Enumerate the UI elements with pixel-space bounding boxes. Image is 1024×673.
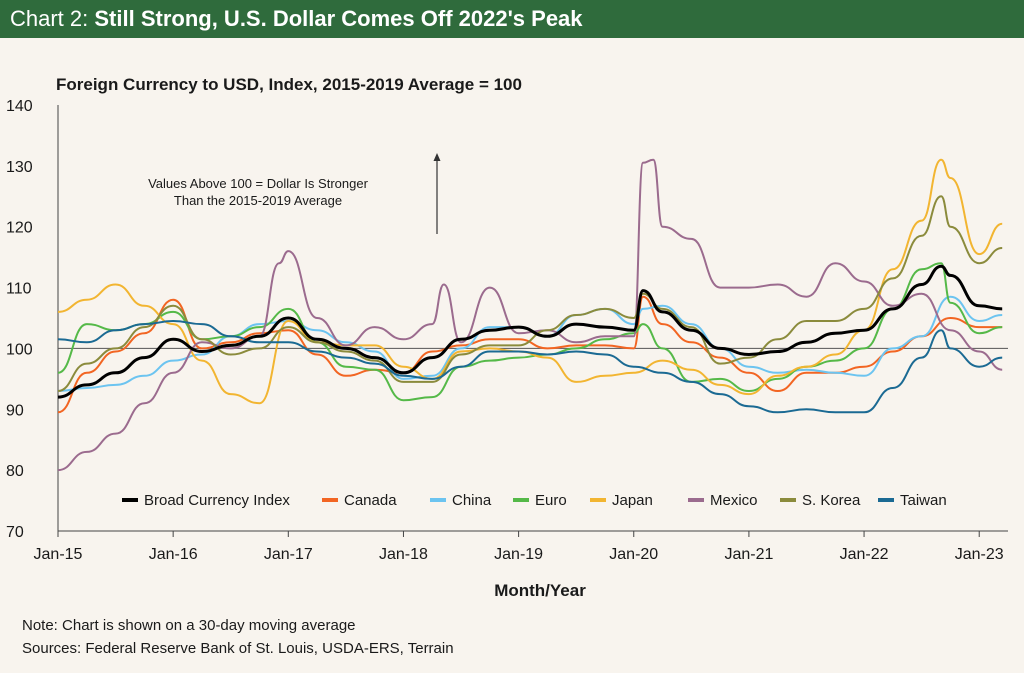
legend-label: Euro	[535, 492, 567, 509]
series-taiwan-line	[57, 320, 1003, 414]
series-s-korea-line	[57, 195, 1003, 392]
legend-label: Taiwan	[900, 492, 947, 509]
y-tick-label: 70	[6, 524, 24, 541]
x-tick-label: Jan-18	[379, 546, 428, 563]
annotation-text: Than the 2015-2019 Average	[174, 193, 342, 208]
chart-title: Foreign Currency to USD, Index, 2015-201…	[56, 75, 522, 94]
series-broad-currency-index-line	[57, 264, 1003, 399]
series-japan-line	[57, 158, 1003, 405]
y-tick-label: 100	[6, 341, 33, 358]
x-tick-label: Jan-22	[840, 546, 889, 563]
y-tick-label: 130	[6, 159, 33, 176]
x-tick-label: Jan-19	[494, 546, 543, 563]
x-tick-label: Jan-23	[955, 546, 1004, 563]
annotation-text: Values Above 100 = Dollar Is Stronger	[148, 176, 368, 191]
legend-label: Mexico	[710, 492, 758, 509]
legend: Broad Currency Index Canada China Euro Japan…	[122, 492, 947, 509]
legend-label: Canada	[344, 492, 397, 509]
legend-label: Japan	[612, 492, 653, 509]
x-tick-label: Jan-16	[149, 546, 198, 563]
chart-number: Chart 2:	[10, 6, 95, 31]
x-tick-label: Jan-20	[609, 546, 658, 563]
y-tick-label: 140	[6, 98, 33, 115]
x-tick-label: Jan-21	[724, 546, 773, 563]
plot-area: 70 80 90 100 110 120 130 140 Jan-15 Jan-16 Jan-17 J…	[6, 98, 1008, 563]
chart-header: Chart 2: Still Strong, U.S. Dollar Comes…	[0, 0, 1024, 38]
y-tick-label: 90	[6, 402, 24, 419]
x-tick-label: Jan-17	[264, 546, 313, 563]
x-axis-label: Month/Year	[494, 581, 586, 600]
chart-sources: Sources: Federal Reserve Bank of St. Lou…	[22, 640, 454, 657]
line-chart: Foreign Currency to USD, Index, 2015-201…	[6, 75, 1008, 600]
annotation-arrow-head	[433, 153, 441, 161]
x-tick-label: Jan-15	[34, 546, 83, 563]
y-tick-label: 80	[6, 463, 24, 480]
series-china-line	[57, 295, 1003, 392]
chart-note: Note: Chart is shown on a 30-day moving …	[22, 617, 356, 634]
y-tick-label: 110	[6, 281, 32, 298]
legend-label: S. Korea	[802, 492, 861, 509]
legend-label: Broad Currency Index	[144, 492, 290, 509]
chart-headline: Still Strong, U.S. Dollar Comes Off 2022…	[94, 6, 583, 31]
legend-label: China	[452, 492, 492, 509]
y-tick-label: 120	[6, 220, 33, 237]
